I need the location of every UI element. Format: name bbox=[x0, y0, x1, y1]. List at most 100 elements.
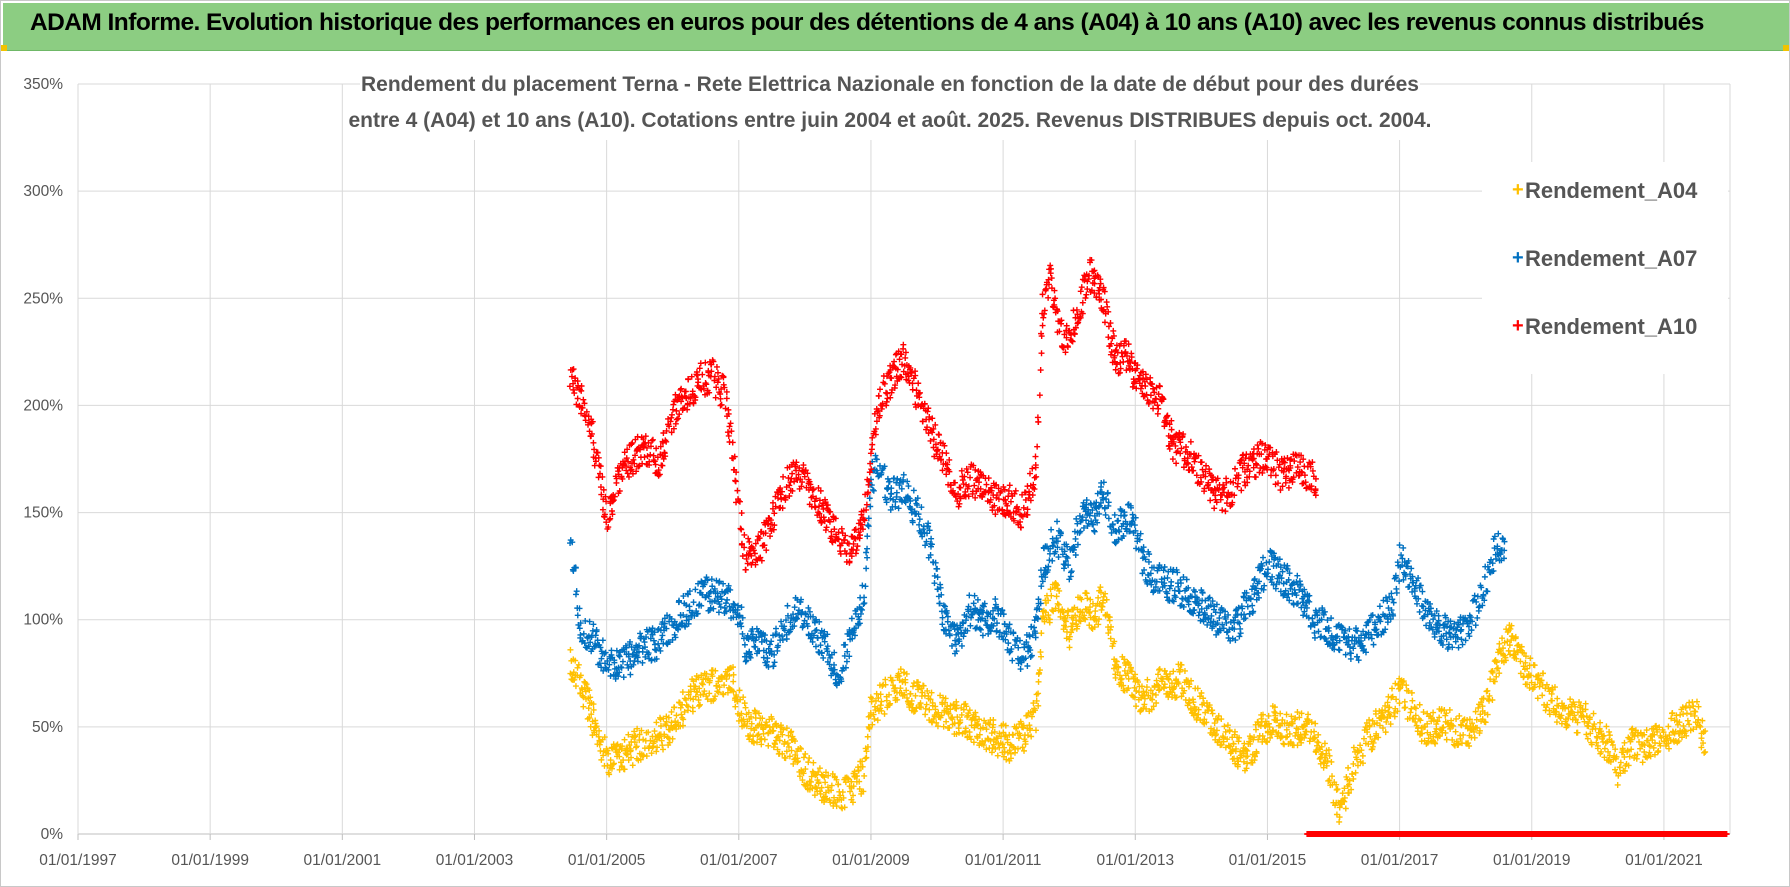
point-rendement-a04 bbox=[999, 741, 1006, 748]
point-rendement-a04 bbox=[1288, 713, 1295, 720]
point-rendement-a04 bbox=[828, 782, 835, 789]
point-rendement-a04 bbox=[615, 749, 622, 756]
point-rendement-a04 bbox=[677, 704, 684, 711]
point-rendement-a04 bbox=[637, 756, 644, 763]
point-rendement-a04 bbox=[1128, 668, 1135, 675]
point-rendement-a04 bbox=[822, 779, 829, 786]
point-rendement-a04 bbox=[1247, 740, 1254, 747]
point-rendement-a04 bbox=[920, 682, 927, 689]
point-rendement-a10 bbox=[875, 393, 882, 400]
point-rendement-a07 bbox=[1459, 641, 1466, 648]
point-rendement-a04 bbox=[1206, 702, 1213, 709]
point-rendement-a04 bbox=[1045, 597, 1052, 604]
point-rendement-a04 bbox=[798, 745, 805, 752]
point-rendement-a04 bbox=[666, 739, 673, 746]
x-tick-label: 01/01/2017 bbox=[1361, 852, 1439, 869]
point-rendement-a04 bbox=[765, 742, 772, 749]
point-rendement-a04 bbox=[1100, 593, 1107, 600]
point-rendement-a04 bbox=[1069, 626, 1076, 633]
point-rendement-a04 bbox=[596, 727, 603, 734]
point-rendement-a04 bbox=[949, 716, 956, 723]
point-rendement-a07 bbox=[1028, 652, 1035, 659]
point-rendement-a07 bbox=[608, 647, 615, 654]
point-rendement-a04 bbox=[1597, 719, 1604, 726]
point-rendement-a04 bbox=[1131, 694, 1138, 701]
point-rendement-a04 bbox=[1125, 675, 1132, 682]
point-rendement-a04 bbox=[929, 719, 936, 726]
point-rendement-a04 bbox=[740, 694, 747, 701]
point-rendement-a04 bbox=[915, 679, 922, 686]
point-rendement-a07 bbox=[1098, 483, 1104, 490]
point-rendement-a04 bbox=[1617, 759, 1624, 766]
point-rendement-a04 bbox=[734, 698, 741, 705]
point-rendement-a04 bbox=[1511, 648, 1518, 655]
point-rendement-a04 bbox=[1149, 696, 1156, 703]
point-rendement-a04 bbox=[1038, 630, 1045, 637]
point-rendement-a10 bbox=[741, 531, 748, 538]
point-rendement-a04 bbox=[640, 752, 647, 759]
point-rendement-a04 bbox=[845, 776, 852, 783]
point-rendement-a04 bbox=[723, 676, 730, 683]
point-rendement-a04 bbox=[595, 733, 602, 740]
point-rendement-a10 bbox=[1104, 303, 1111, 310]
point-rendement-a04 bbox=[730, 678, 737, 685]
point-rendement-a04 bbox=[1236, 734, 1243, 741]
point-rendement-a10 bbox=[734, 487, 741, 494]
point-rendement-a04 bbox=[1054, 582, 1061, 589]
point-rendement-a04 bbox=[1194, 685, 1201, 692]
point-rendement-a04 bbox=[1143, 705, 1150, 712]
point-rendement-a04 bbox=[903, 670, 910, 677]
point-rendement-a10 bbox=[1005, 487, 1012, 494]
point-rendement-a04 bbox=[567, 646, 574, 653]
point-rendement-a07 bbox=[1176, 588, 1183, 595]
x-tick-label: 01/01/1999 bbox=[171, 852, 249, 869]
point-rendement-a04 bbox=[608, 765, 615, 772]
point-rendement-a10 bbox=[723, 395, 730, 402]
point-rendement-a04 bbox=[754, 739, 761, 746]
point-rendement-a04 bbox=[634, 725, 641, 732]
point-rendement-a04 bbox=[593, 723, 600, 730]
point-rendement-a04 bbox=[974, 735, 981, 742]
point-rendement-a04 bbox=[1639, 759, 1646, 766]
point-rendement-a04 bbox=[742, 704, 749, 711]
point-rendement-a04 bbox=[678, 711, 685, 718]
point-rendement-a07 bbox=[1396, 542, 1403, 549]
point-rendement-a04 bbox=[1149, 690, 1156, 697]
point-rendement-a04 bbox=[633, 743, 640, 750]
point-rendement-a10 bbox=[936, 431, 943, 438]
point-rendement-a04 bbox=[1211, 720, 1218, 727]
point-rendement-a04 bbox=[1274, 717, 1281, 724]
point-rendement-a04 bbox=[741, 700, 748, 707]
point-rendement-a04 bbox=[1140, 688, 1147, 695]
point-rendement-a04 bbox=[881, 710, 888, 717]
point-rendement-a04 bbox=[887, 700, 894, 707]
point-rendement-a04 bbox=[605, 750, 612, 757]
point-rendement-a07 bbox=[843, 658, 850, 665]
point-rendement-a04 bbox=[791, 756, 798, 763]
point-rendement-a04 bbox=[1412, 705, 1419, 712]
point-rendement-a04 bbox=[878, 698, 885, 705]
point-rendement-a04 bbox=[1264, 739, 1271, 746]
point-rendement-a04 bbox=[975, 721, 982, 728]
point-rendement-a07 bbox=[820, 654, 827, 661]
point-rendement-a04 bbox=[1489, 696, 1496, 703]
point-rendement-a10 bbox=[1068, 337, 1075, 344]
point-rendement-a07 bbox=[773, 625, 780, 632]
point-rendement-a04 bbox=[574, 664, 581, 671]
point-rendement-a04 bbox=[958, 711, 965, 718]
point-rendement-a04 bbox=[1684, 717, 1691, 724]
point-rendement-a04 bbox=[755, 710, 762, 717]
point-rendement-a04 bbox=[805, 759, 812, 766]
point-rendement-a10 bbox=[852, 526, 859, 533]
point-rendement-a04 bbox=[582, 688, 589, 695]
point-rendement-a04 bbox=[796, 773, 803, 780]
point-rendement-a10 bbox=[971, 482, 978, 489]
point-rendement-a04 bbox=[1081, 615, 1088, 622]
point-rendement-a04 bbox=[821, 799, 828, 806]
point-rendement-a04 bbox=[782, 755, 789, 762]
point-rendement-a04 bbox=[687, 695, 694, 702]
point-rendement-a10 bbox=[900, 341, 907, 348]
point-rendement-a07 bbox=[1121, 512, 1128, 519]
point-rendement-a04 bbox=[1196, 693, 1203, 700]
point-rendement-a04 bbox=[815, 768, 822, 775]
